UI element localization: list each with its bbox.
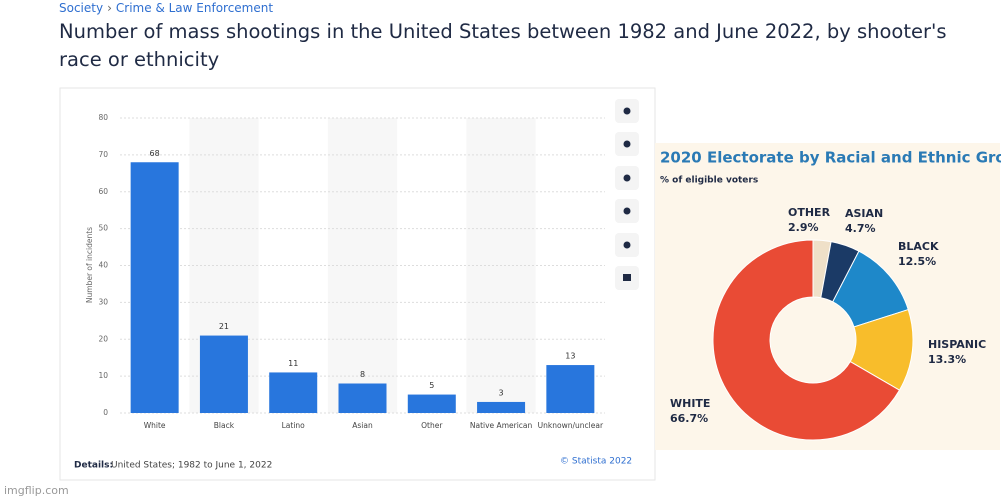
- x-tick-label: White: [144, 421, 166, 430]
- watermark: imgflip.com: [4, 484, 69, 497]
- y-axis-title: Number of incidents: [85, 227, 94, 303]
- value-label: 21: [219, 322, 229, 331]
- breadcrumb: Society › Crime & Law Enforcement: [59, 1, 273, 15]
- y-tick-label: 0: [103, 408, 108, 417]
- value-label: 13: [565, 352, 575, 361]
- bar: [130, 162, 179, 413]
- chart-title: 2020 Electorate by Racial and Ethnic Gro…: [660, 149, 1001, 167]
- bar: [407, 394, 456, 413]
- x-tick-label: Asian: [352, 421, 373, 430]
- bar: [269, 372, 318, 413]
- details: United States; 1982 to June 1, 2022: [111, 461, 272, 471]
- value-label: 11: [288, 359, 298, 368]
- bar: [338, 383, 387, 413]
- band: [327, 118, 398, 413]
- slice-label: HISPANIC: [928, 338, 986, 351]
- x-tick-label: Black: [214, 421, 235, 430]
- breadcrumb-link[interactable]: Society: [59, 1, 104, 15]
- icons: [623, 107, 631, 281]
- details-label: Details:: [74, 461, 113, 471]
- y-tick-label: 40: [98, 261, 108, 270]
- y-tick-label: 70: [98, 150, 108, 159]
- y-tick-label: 80: [98, 113, 108, 122]
- separator: ›: [107, 1, 112, 15]
- bar: [546, 365, 595, 413]
- y-tick-label: 10: [98, 371, 108, 380]
- slice: [712, 239, 901, 441]
- bar: [477, 401, 526, 413]
- slice-value: 12.5%: [898, 255, 936, 268]
- x-tick-label: Native American: [470, 421, 533, 430]
- source[interactable]: © Statista 2022: [560, 457, 632, 467]
- chart-subtitle: % of eligible voters: [660, 176, 758, 186]
- x-tick-label: Latino: [282, 421, 306, 430]
- slice-value: 4.7%: [845, 222, 876, 235]
- slice-value: 2.9%: [788, 221, 819, 234]
- value-label: 3: [499, 388, 504, 397]
- y-tick-label: 20: [98, 334, 108, 343]
- bar: [199, 335, 248, 413]
- value-label: 68: [150, 149, 160, 158]
- slice-label: ASIAN: [845, 207, 883, 220]
- value-label: 5: [429, 381, 434, 390]
- breadcrumb-link[interactable]: Crime & Law Enforcement: [115, 1, 274, 15]
- x-tick-label: Other: [421, 421, 443, 430]
- y-tick-label: 30: [98, 297, 108, 306]
- slice-value: 13.3%: [928, 353, 966, 366]
- slice-label: OTHER: [788, 206, 831, 219]
- page-title: Number of mass shootings in the United S…: [59, 20, 947, 71]
- y-tick-label: 60: [98, 187, 108, 196]
- y-tick-label: 50: [98, 224, 108, 233]
- slice-value: 66.7%: [670, 412, 708, 425]
- value-label: 8: [360, 370, 365, 379]
- slice-label: WHITE: [670, 397, 710, 410]
- x-tick-label: Unknown/unclear: [538, 421, 604, 430]
- slice-label: BLACK: [898, 240, 939, 253]
